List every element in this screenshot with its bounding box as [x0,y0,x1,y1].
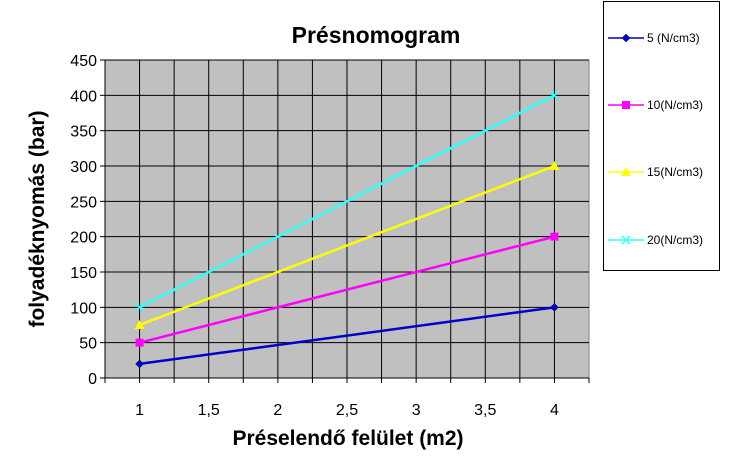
x-tick-label: 3,5 [474,402,496,419]
x-tick-label: 1,5 [198,402,220,419]
y-axis-label: folyadéknyomás (bar) [26,110,49,327]
series-line [139,164,555,327]
y-tick-label: 0 [88,371,97,388]
legend-label: 20(N/cm3) [647,233,704,247]
legend: 5 (N/cm3) 10(N/cm3) 15(N/cm3) 20(N/cm3) [603,1,720,271]
legend-label: 10(N/cm3) [647,98,704,112]
legend-item-15: 15(N/cm3) [604,162,721,182]
series-line [139,235,555,344]
x-tick-label: 1 [135,402,144,419]
gridlines [105,59,589,378]
legend-swatch [608,33,644,43]
legend-swatch [608,101,644,109]
data-point [135,338,144,347]
data-point [134,320,145,329]
series-line [139,306,555,366]
y-tick-label: 300 [70,159,97,176]
y-tick-label: 50 [79,336,97,353]
legend-marker [621,33,631,43]
legend-marker [622,101,630,109]
y-tick-labels: 0 50 100 150 200 250 300 350 400 450 [70,53,97,388]
y-tick-label: 150 [70,265,97,282]
series-4 [135,90,559,312]
y-tick-label: 400 [70,88,97,105]
legend-marker [621,235,631,245]
x-axis-label: Préselendő felület (m2) [232,427,463,450]
legend-label: 15(N/cm3) [647,165,704,179]
y-tick-label: 100 [70,300,97,317]
y-tick-label: 250 [70,194,97,211]
x-tick-label: 2 [273,402,282,419]
series-group [134,90,560,369]
y-tick-label: 450 [70,53,97,70]
data-point [550,232,559,241]
series-line [139,94,555,309]
legend-item-10: 10(N/cm3) [604,95,721,115]
legend-item-5: 5 (N/cm3) [604,28,721,48]
y-tick-label: 200 [70,230,97,247]
series-1 [135,302,559,369]
series-2 [135,232,559,347]
axes [100,59,590,383]
x-tick-label: 4 [550,402,559,419]
x-tick-label: 3 [412,402,421,419]
legend-swatch [608,167,644,176]
legend-swatch [608,235,644,245]
data-point [135,359,144,369]
x-tick-label: 2,5 [336,402,358,419]
chart-title: Présnomogram [292,22,461,48]
y-tick-label: 350 [70,124,97,141]
data-point [550,302,559,312]
series-3 [134,161,560,329]
data-point [549,161,560,170]
data-point [135,302,145,312]
legend-label: 5 (N/cm3) [647,31,700,45]
x-tick-labels: 1 1,5 2 2,5 3 3,5 4 [135,402,559,419]
legend-item-20: 20(N/cm3) [604,230,721,250]
legend-marker [621,167,631,176]
data-point [549,90,559,100]
